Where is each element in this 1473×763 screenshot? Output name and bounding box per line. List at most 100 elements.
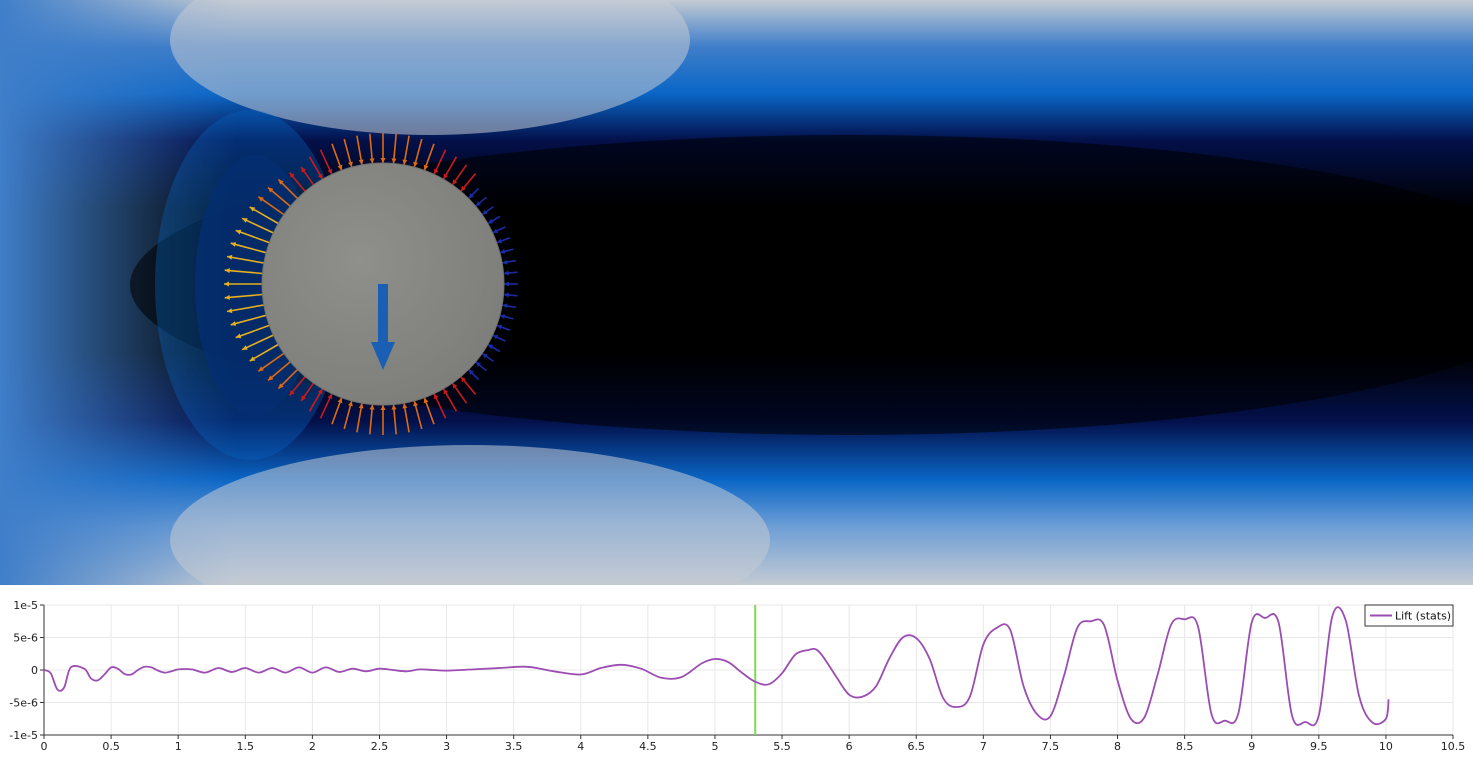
pressure-arrow-head	[452, 179, 458, 185]
pressure-arrow-head	[499, 249, 506, 254]
x-tick-label: 5	[711, 740, 718, 753]
pressure-arrow-head	[380, 405, 386, 410]
lower-shoulder	[170, 445, 770, 585]
pressure-arrow-head	[242, 218, 248, 223]
pressure-arrow-head	[460, 376, 466, 383]
pressure-arrow-head	[460, 185, 466, 192]
upper-shoulder	[170, 0, 690, 135]
pressure-arrow-head	[337, 397, 343, 404]
pressure-arrow-head	[358, 403, 364, 409]
pressure-arrow-head	[327, 393, 332, 400]
x-tick-label: 7	[980, 740, 987, 753]
pressure-arrow-head	[504, 281, 509, 287]
pressure-arrow-head	[487, 218, 494, 224]
pressure-arrow-head	[391, 158, 397, 164]
x-axis-ticks: 0 0.5 1 1.5 2 2.5 3 3.5 4 4.5 5 5.5 6 6.5 7 7.5 8 8.5 9 9.5…	[41, 735, 1466, 753]
legend-entry-lift: Lift (stats)	[1395, 610, 1451, 623]
x-tick-label: 6.5	[907, 740, 925, 753]
pressure-arrow-head	[443, 173, 449, 180]
pressure-arrow-head	[369, 404, 375, 410]
x-tick-label: 3	[443, 740, 450, 753]
pressure-arrow-head	[499, 314, 506, 319]
pressure-arrow-head	[468, 193, 474, 199]
x-tick-label: 0	[41, 740, 48, 753]
pressure-arrow-head	[268, 187, 274, 193]
y-tick-label: 5e-6	[13, 632, 38, 645]
pressure-arrow-head	[278, 179, 284, 185]
pressure-arrow-head	[301, 395, 306, 401]
x-tick-label: 1.5	[237, 740, 255, 753]
pressure-arrow-shaft	[249, 343, 279, 362]
pressure-arrow-head	[226, 308, 233, 314]
pressure-arrow-shaft	[230, 242, 267, 254]
y-tick-label: 0	[31, 664, 38, 677]
pressure-arrow-shaft	[226, 304, 264, 313]
pressure-arrow-head	[268, 375, 274, 381]
pressure-arrow-shaft	[226, 255, 264, 264]
pressure-arrow-head	[434, 168, 439, 175]
flow-field	[0, 0, 1473, 585]
pressure-arrow-shaft	[224, 293, 263, 299]
pressure-arrow-head	[317, 388, 323, 395]
y-tick-label: -1e-5	[9, 729, 38, 742]
pressure-arrow-head	[226, 254, 233, 260]
pressure-arrow-shaft	[230, 314, 267, 326]
pressure-arrow-head	[402, 403, 408, 409]
pressure-arrow-head	[423, 164, 429, 171]
pressure-arrow-head	[230, 321, 237, 326]
y-axis-ticks: -1e-5 -5e-6 0 5e-6 1e-5	[9, 599, 44, 742]
x-tick-label: 2.5	[371, 740, 389, 753]
pressure-arrow-head	[492, 228, 499, 233]
pressure-arrow-head	[496, 324, 503, 330]
pressure-arrow-head	[337, 164, 343, 171]
x-tick-label: 9	[1248, 740, 1255, 753]
pressure-arrow-head	[369, 158, 375, 164]
x-tick-label: 7.5	[1042, 740, 1060, 753]
x-tick-label: 5.5	[773, 740, 791, 753]
pressure-arrow-head	[327, 168, 332, 175]
pressure-arrow-head	[482, 353, 488, 359]
x-tick-label: 10	[1379, 740, 1393, 753]
pressure-arrow-head	[482, 209, 488, 215]
pressure-arrow-shaft	[235, 324, 270, 339]
pressure-arrow-head	[224, 268, 230, 274]
pressure-arrow-head	[413, 161, 418, 168]
pressure-arrow-head	[413, 400, 418, 407]
x-tick-label: 6	[846, 740, 853, 753]
pressure-arrow-head	[380, 158, 386, 163]
x-tick-label: 0.5	[102, 740, 120, 753]
legend: Lift (stats)	[1364, 604, 1454, 627]
pressure-arrow-head	[443, 388, 449, 395]
pressure-arrow-shaft	[257, 196, 285, 216]
pressure-arrow-head	[475, 201, 482, 207]
pressure-arrow-head	[249, 207, 256, 212]
x-tick-label: 9.5	[1310, 740, 1328, 753]
pressure-arrows	[224, 133, 518, 435]
lift-chart: 0 0.5 1 1.5 2 2.5 3 3.5 4 4.5 5 5.5 6 6.5 7 7.5 8 8.5 9 9.5…	[0, 585, 1473, 763]
pressure-arrow-head	[358, 159, 364, 165]
pressure-arrow-head	[468, 369, 474, 375]
pressure-arrow-shaft	[224, 269, 263, 275]
pressure-arrow-head	[475, 361, 482, 367]
pressure-arrow-head	[503, 292, 509, 298]
pressure-arrow-head	[492, 335, 499, 340]
pressure-arrow-head	[502, 303, 508, 309]
y-tick-label: 1e-5	[13, 599, 38, 612]
y-tick-label: -5e-6	[9, 697, 38, 710]
pressure-arrow-head	[423, 397, 429, 404]
pressure-arrow-head	[224, 294, 230, 300]
pressure-arrow-shaft	[241, 217, 274, 234]
pressure-arrow-head	[317, 173, 323, 180]
x-tick-label: 4	[577, 740, 584, 753]
pressure-arrow-shaft	[249, 206, 279, 225]
pressure-arrow-head	[242, 345, 248, 350]
pressure-arrow-head	[502, 259, 508, 265]
pressure-arrow-shaft	[257, 352, 285, 372]
pressure-arrow-head	[402, 159, 408, 165]
x-tick-label: 2	[309, 740, 316, 753]
x-tick-label: 10.5	[1441, 740, 1466, 753]
x-tick-label: 3.5	[505, 740, 523, 753]
pressure-arrow-head	[452, 383, 458, 389]
legend-box	[1364, 604, 1454, 627]
